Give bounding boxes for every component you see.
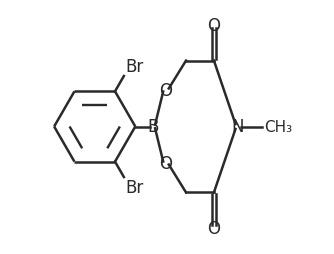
Text: Br: Br bbox=[125, 179, 143, 197]
Text: N: N bbox=[232, 118, 244, 136]
Text: Br: Br bbox=[125, 57, 143, 75]
Text: CH₃: CH₃ bbox=[264, 120, 292, 134]
Text: B: B bbox=[147, 118, 159, 136]
Text: O: O bbox=[207, 219, 220, 237]
Text: O: O bbox=[207, 17, 220, 35]
Text: O: O bbox=[159, 81, 172, 99]
Text: O: O bbox=[159, 155, 172, 173]
